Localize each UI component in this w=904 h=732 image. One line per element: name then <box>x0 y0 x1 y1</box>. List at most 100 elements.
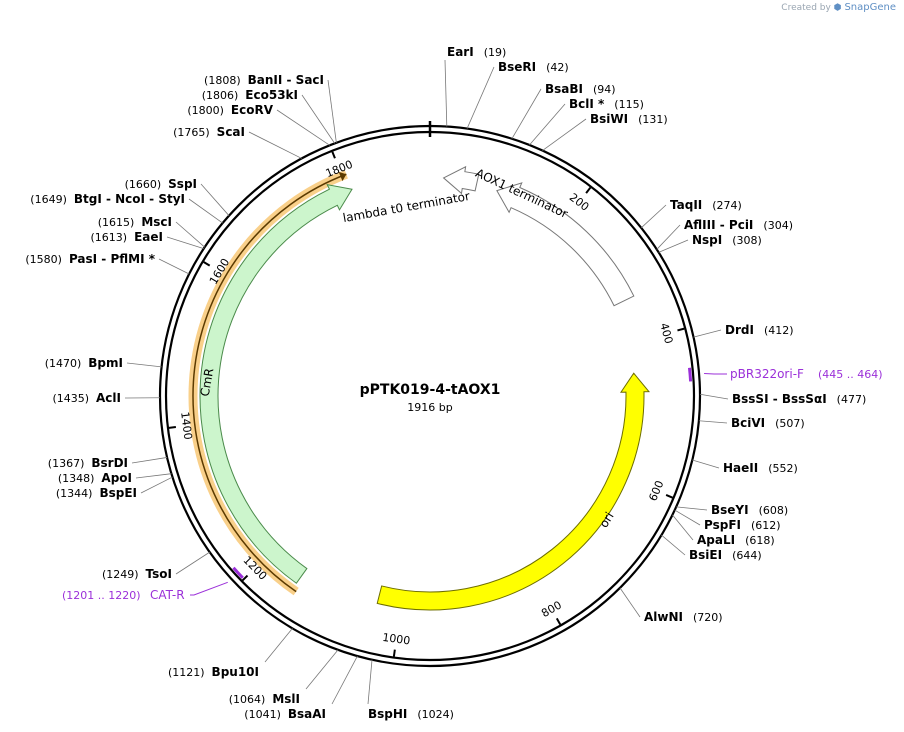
site-leader-bseri <box>466 66 495 129</box>
site-bsssi-bsss-i: BssSI - BssSαI (477) <box>699 392 867 406</box>
site-scai: ScaI (1765) <box>173 125 302 159</box>
site-tsoi: TsoI (1249) <box>102 551 210 581</box>
site-pos-alwni: (720) <box>693 611 723 624</box>
site-name-bspei: BspEI <box>99 486 137 500</box>
site-bsaai: BsaAI (1041) <box>244 655 358 721</box>
site-name-alwni: AlwNI <box>644 610 683 624</box>
site-sspi: SspI (1660) <box>125 177 230 216</box>
site-leader-pasi-pflmi <box>158 258 190 275</box>
site-pos-bpu10i: (1121) <box>168 666 205 679</box>
site-name-msci: MscI <box>141 215 172 229</box>
site-leader-bsphi <box>367 659 373 705</box>
site-pos-apali: (618) <box>745 534 775 547</box>
site-leader-msli <box>305 649 339 690</box>
site-leader-bsrdi <box>131 457 168 464</box>
feature-arrow-lambda-t0-terminator <box>442 165 480 195</box>
site-pos-bsssi-bsss-i: (477) <box>837 393 867 406</box>
site-pos-taqii: (274) <box>712 199 742 212</box>
credit-brand: SnapGene <box>844 2 896 13</box>
site-eaei: EaeI (1613) <box>91 230 204 250</box>
site-pos-nspi: (308) <box>732 234 762 247</box>
site-name-bsiwi: BsiWI <box>590 112 628 126</box>
ring-tick-1400 <box>168 425 177 429</box>
ring-tick-label-800: 800 <box>539 598 564 620</box>
site-leader-bsiwi <box>542 118 587 151</box>
primer-range-pbr322ori-f: (445 .. 464) <box>818 368 883 381</box>
ring-tick-label-1000: 1000 <box>382 631 412 648</box>
site-leader-bseyi <box>676 506 708 511</box>
site-pos-bpmi: (1470) <box>45 357 82 370</box>
site-leader-ecorv <box>276 109 330 146</box>
site-pos-bseri: (42) <box>546 61 569 74</box>
site-leader-msci <box>175 221 205 248</box>
site-pos-afliii-pcii: (304) <box>763 219 793 232</box>
site-name-scai: ScaI <box>217 125 245 139</box>
site-eco53ki: Eco53kI (1806) <box>202 88 336 144</box>
site-pos-apoi: (1348) <box>58 472 95 485</box>
site-bsrdi: BsrDI (1367) <box>48 456 168 470</box>
site-name-pasi-pflmi: PasI - PflMI * <box>69 252 156 266</box>
site-name-apali: ApaLI <box>697 533 735 547</box>
site-pos-msci: (1615) <box>98 216 135 229</box>
ring-tick-label-200: 200 <box>567 191 592 214</box>
site-leader-alwni <box>619 587 641 618</box>
site-leader-eco53ki <box>301 94 336 144</box>
primer-name-cat-r: CAT-R <box>150 588 185 602</box>
site-pos-tsoi: (1249) <box>102 568 139 581</box>
site-name-nspi: NspI <box>692 233 722 247</box>
site-pasi-pflmi: PasI - PflMI * (1580) <box>25 252 190 275</box>
site-name-drdi: DrdI <box>725 323 754 337</box>
site-leader-bpmi <box>126 362 162 368</box>
site-name-banii-saci: BanII - SacI <box>248 73 324 87</box>
ring-tick-label-1400: 1400 <box>178 411 194 440</box>
site-bpmi: BpmI (1470) <box>45 356 162 370</box>
site-name-haeii: HaeII <box>723 461 758 475</box>
site-drdi: DrdI (412) <box>693 323 794 338</box>
site-pos-sspi: (1660) <box>125 178 162 191</box>
site-pos-bsrdi: (1367) <box>48 457 85 470</box>
site-name-pspfi: PspFI <box>704 518 741 532</box>
site-bsiei: BsiEI (644) <box>661 534 762 562</box>
site-pspfi: PspFI (612) <box>674 509 781 532</box>
ring-tick-1000 <box>392 649 396 657</box>
site-pos-pasi-pflmi: (1580) <box>25 253 62 266</box>
site-pos-bspei: (1344) <box>56 487 93 500</box>
site-leader-eari <box>444 59 448 127</box>
primer-leader-cat-r <box>190 581 228 596</box>
ring-tick-1200 <box>241 574 249 582</box>
site-pos-scai: (1765) <box>173 126 210 139</box>
primer-mark-pbr322ori-f <box>687 367 693 382</box>
site-msli: MslI (1064) <box>229 649 339 706</box>
site-bsiwi: BsiWI (131) <box>542 112 668 151</box>
site-pos-ecorv: (1800) <box>187 104 224 117</box>
site-pos-eaei: (1613) <box>91 231 128 244</box>
site-leader-banii-saci <box>327 79 337 143</box>
site-leader-bcivi <box>698 420 728 424</box>
site-afliii-pcii: AflIII - PciI (304) <box>656 218 793 250</box>
site-leader-bsiei <box>661 534 686 556</box>
ring-tick-label-400: 400 <box>657 322 675 346</box>
snapgene-logo-icon: ⬢ <box>833 3 842 13</box>
site-banii-saci: BanII - SacI (1808) <box>204 73 337 143</box>
site-name-ecorv: EcoRV <box>231 103 274 117</box>
site-name-bsphi: BspHI <box>368 707 407 721</box>
site-pos-eari: (19) <box>484 46 507 59</box>
ring-tick-label-600: 600 <box>646 479 666 503</box>
primer-mark-cat-r <box>232 566 244 579</box>
site-leader-haeii <box>692 459 720 469</box>
site-name-bpu10i: Bpu10I <box>212 665 259 679</box>
primer-leader-pbr322ori-f <box>704 372 727 375</box>
site-ecorv: EcoRV (1800) <box>187 103 330 146</box>
ring-tick-1600 <box>203 261 211 267</box>
site-leader-pspfi <box>674 509 701 526</box>
site-layer: EarI (19)BseRI (42)BsaBI (94)BclI * (115)Bsi… <box>25 45 866 721</box>
site-pos-eco53ki: (1806) <box>202 89 239 102</box>
site-leader-btgi-ncoi-styi <box>188 198 223 224</box>
site-name-bsabi: BsaBI <box>545 82 583 96</box>
site-leader-taqii <box>640 204 667 229</box>
ring-tick-200 <box>585 186 592 194</box>
site-name-eari: EarI <box>447 45 474 59</box>
plasmid-title: pPTK019-4-tAOX1 <box>360 382 501 398</box>
site-name-eaei: EaeI <box>134 230 163 244</box>
